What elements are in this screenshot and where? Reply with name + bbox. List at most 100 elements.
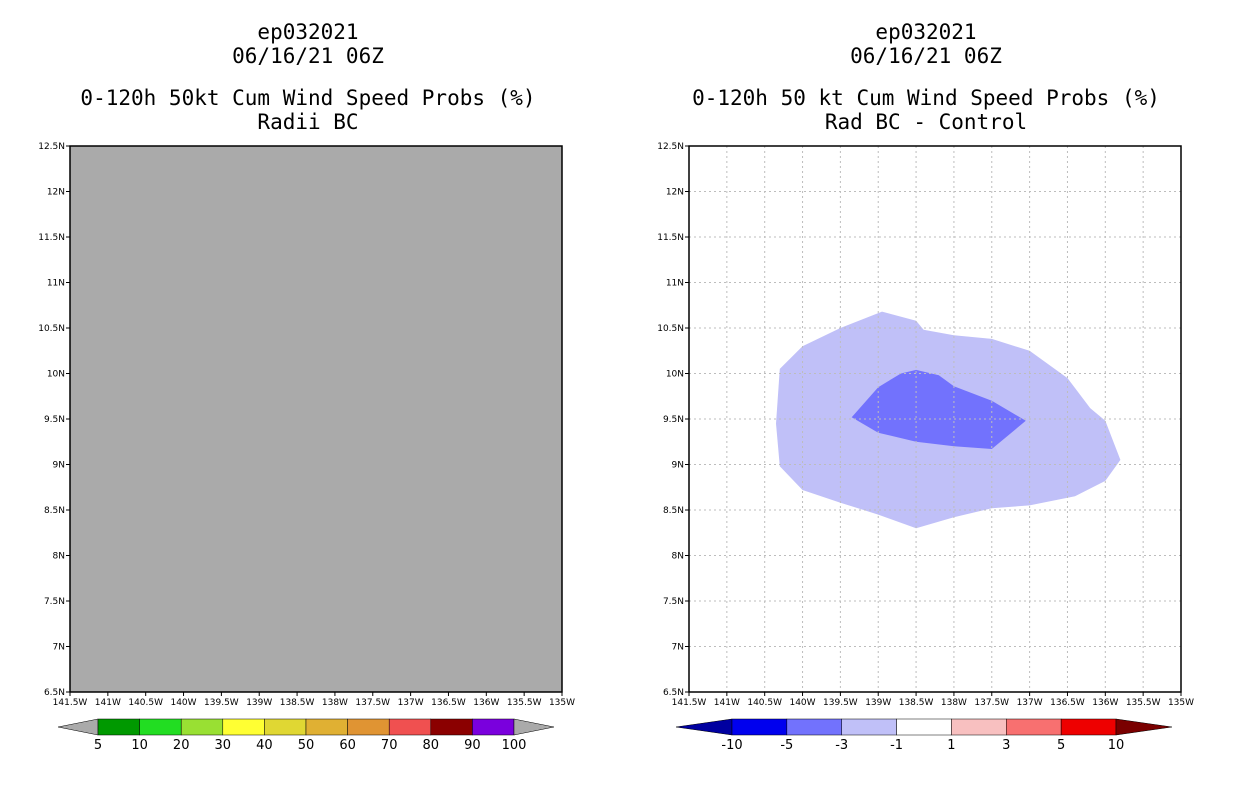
left-title-line-1: ep032021: [257, 20, 359, 44]
left-colorbar-label-6: 60: [339, 738, 356, 753]
right-ytick-label-12: 12.5N: [657, 142, 684, 152]
left-ytick-label-3: 8N: [53, 552, 65, 562]
right-xtick-label-6: 138.5W: [899, 698, 934, 708]
left-xtick-label-7: 138W: [322, 698, 348, 708]
left-colorbar-box-5: [305, 718, 348, 736]
right-colorbar-label-3: -1: [890, 738, 903, 753]
left-xtick-label-8: 137.5W: [355, 698, 390, 708]
left-colorbar-label-0: 5: [94, 738, 102, 753]
right-colorbar-box-3: [841, 718, 897, 736]
left-colorbar-box-8: [430, 718, 473, 736]
left-xtick-label-2: 140.5W: [128, 698, 163, 708]
right-ytick-label-1: 7N: [672, 643, 684, 653]
left-xtick-label-11: 136W: [473, 698, 499, 708]
left-colorbar-label-4: 40: [256, 738, 273, 753]
right-colorbar-low-arrow: [675, 718, 733, 736]
left-ytick-label-2: 7.5N: [44, 597, 65, 607]
right-ytick-label-9: 11N: [666, 279, 684, 289]
left-colorbar-label-10: 100: [502, 738, 527, 753]
left-colorbar-label-7: 70: [381, 738, 398, 753]
right-xtick-label-11: 136W: [1092, 698, 1118, 708]
left-ytick-label-6: 9.5N: [44, 415, 65, 425]
left-colorbar-label-3: 30: [215, 738, 232, 753]
left-colorbar-high-arrow: [513, 718, 555, 736]
right-ytick-label-5: 9N: [672, 461, 684, 471]
left-colorbar-box-4: [264, 718, 307, 736]
right-colorbar-box-2: [786, 718, 842, 736]
right-title-line-1: ep032021: [875, 20, 977, 44]
right-colorbar-label-5: 3: [1002, 738, 1010, 753]
right-ytick-label-11: 12N: [666, 188, 684, 198]
left-colorbar-box-0: [97, 718, 140, 736]
right-ytick-label-3: 8N: [672, 552, 684, 562]
left-colorbar-box-3: [222, 718, 265, 736]
left-xtick-label-3: 140W: [170, 698, 196, 708]
right-xtick-label-5: 139W: [865, 698, 891, 708]
left-xtick-label-5: 139W: [246, 698, 272, 708]
left-ytick-label-1: 7N: [53, 643, 65, 653]
right-ytick-label-10: 11.5N: [657, 233, 684, 243]
left-title: ep032021 06/16/21 06Z 0-120h 50kt Cum Wi…: [8, 20, 608, 134]
left-ytick-label-5: 9N: [53, 461, 65, 471]
left-ytick-label-9: 11N: [47, 279, 65, 289]
right-colorbar-box-5: [951, 718, 1007, 736]
right-ytick-label-8: 10.5N: [657, 324, 684, 334]
left-colorbar-box-9: [472, 718, 515, 736]
left-colorbar-box-2: [180, 718, 224, 736]
right-title-line-2: 06/16/21 06Z: [850, 44, 1002, 68]
left-xtick-label-9: 137W: [398, 698, 424, 708]
right-colorbar-box-7: [1060, 718, 1117, 736]
right-xtick-label-13: 135W: [1168, 698, 1194, 708]
right-colorbar-label-7: 10: [1108, 738, 1125, 753]
left-xtick-label-12: 135.5W: [507, 698, 542, 708]
right-title-line-3: 0-120h 50 kt Cum Wind Speed Probs (%): [692, 86, 1160, 110]
right-contour-1: [851, 369, 1026, 449]
left-colorbar-label-1: 10: [131, 738, 148, 753]
left-title-line-2: 06/16/21 06Z: [232, 44, 384, 68]
right-xtick-label-8: 137.5W: [974, 698, 1009, 708]
left-colorbar-low-arrow: [57, 718, 99, 736]
right-ytick-label-0: 6.5N: [663, 688, 684, 698]
left-colorbar-box-7: [388, 718, 432, 736]
right-xtick-label-3: 140W: [789, 698, 815, 708]
right-colorbar-label-4: 1: [947, 738, 955, 753]
right-xtick-label-1: 141W: [714, 698, 740, 708]
left-ytick-label-10: 11.5N: [38, 233, 65, 243]
left-ytick-label-7: 10N: [47, 370, 65, 380]
left-xtick-label-13: 135W: [549, 698, 575, 708]
right-xtick-label-0: 141.5W: [672, 698, 707, 708]
right-colorbar-box-4: [896, 718, 952, 736]
left-xtick-label-10: 136.5W: [431, 698, 466, 708]
right-ytick-label-4: 8.5N: [663, 506, 684, 516]
right-title-line-4: Rad BC - Control: [824, 110, 1028, 134]
left-xtick-label-4: 139.5W: [204, 698, 239, 708]
right-xtick-label-9: 137W: [1017, 698, 1043, 708]
right-colorbar-high-arrow: [1115, 718, 1173, 736]
right-colorbar-box-1: [731, 718, 788, 736]
left-colorbar-label-8: 80: [423, 738, 440, 753]
right-colorbar-box-6: [1006, 718, 1062, 736]
left-ytick-label-11: 12N: [47, 188, 65, 198]
right-xtick-label-7: 138W: [941, 698, 967, 708]
left-xtick-label-6: 138.5W: [280, 698, 315, 708]
left-ytick-label-8: 10.5N: [38, 324, 65, 334]
right-ytick-label-6: 9.5N: [663, 415, 684, 425]
left-colorbar-label-2: 20: [173, 738, 190, 753]
right-colorbar-label-6: 5: [1057, 738, 1065, 753]
left-ytick-label-12: 12.5N: [38, 142, 65, 152]
left-plot-field: [70, 146, 562, 692]
left-ytick-label-4: 8.5N: [44, 506, 65, 516]
right-xtick-label-4: 139.5W: [823, 698, 858, 708]
right-title: ep032021 06/16/21 06Z 0-120h 50 kt Cum W…: [626, 20, 1226, 134]
right-colorbar-label-2: -3: [835, 738, 848, 753]
right-ytick-label-2: 7.5N: [663, 597, 684, 607]
right-colorbar-label-1: -5: [780, 738, 793, 753]
right-xtick-label-12: 135.5W: [1126, 698, 1161, 708]
left-title-line-4: Radii BC: [257, 110, 359, 134]
left-colorbar-box-1: [139, 718, 182, 736]
left-colorbar-box-6: [347, 718, 390, 736]
left-xtick-label-1: 141W: [95, 698, 121, 708]
left-colorbar-label-5: 50: [298, 738, 315, 753]
right-xtick-label-10: 136.5W: [1050, 698, 1085, 708]
right-colorbar-label-0: -10: [721, 738, 742, 753]
